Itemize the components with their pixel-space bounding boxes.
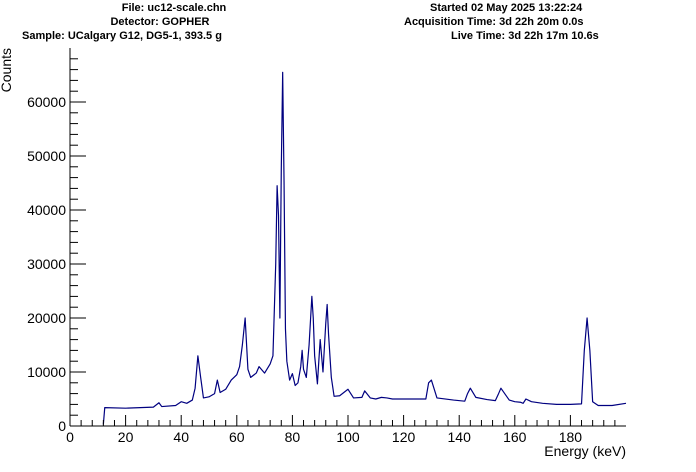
live-time-label: Live Time: 3d 22h 17m 10.6s bbox=[451, 30, 599, 42]
y-axis-title: Counts bbox=[0, 48, 14, 92]
x-tick-label: 100 bbox=[336, 429, 360, 445]
y-tick-label: 0 bbox=[58, 418, 66, 434]
y-tick-label: 40000 bbox=[27, 202, 66, 218]
y-tick-label: 20000 bbox=[27, 310, 66, 326]
x-axis-title: Energy (keV) bbox=[544, 443, 626, 459]
x-tick-label: 80 bbox=[285, 429, 301, 445]
spectrum-line bbox=[102, 71, 627, 425]
x-tick-label: 160 bbox=[503, 429, 527, 445]
y-tick-label: 50000 bbox=[27, 148, 66, 164]
y-tick-label: 10000 bbox=[27, 364, 66, 380]
file-name-label: File: uc12-scale.chn bbox=[121, 2, 227, 14]
x-tick-label: 140 bbox=[448, 429, 472, 445]
acquisition-time-label: Acquisition Time: 3d 22h 20m 0.0s bbox=[404, 16, 584, 28]
start-time-label: Started 02 May 2025 13:22:24 bbox=[430, 2, 583, 14]
x-tick-label: 20 bbox=[118, 429, 134, 445]
x-tick-label: 180 bbox=[559, 429, 583, 445]
x-tick-label: 0 bbox=[66, 429, 74, 445]
x-tick-label: 60 bbox=[229, 429, 245, 445]
sample-label: Sample: UCalgary G12, DG5-1, 393.5 g bbox=[22, 30, 222, 42]
x-tick-label: 120 bbox=[392, 429, 416, 445]
detector-label: Detector: GOPHER bbox=[110, 16, 210, 28]
y-tick-label: 30000 bbox=[27, 256, 66, 272]
y-tick-label: 60000 bbox=[27, 94, 66, 110]
x-tick-label: 40 bbox=[173, 429, 189, 445]
